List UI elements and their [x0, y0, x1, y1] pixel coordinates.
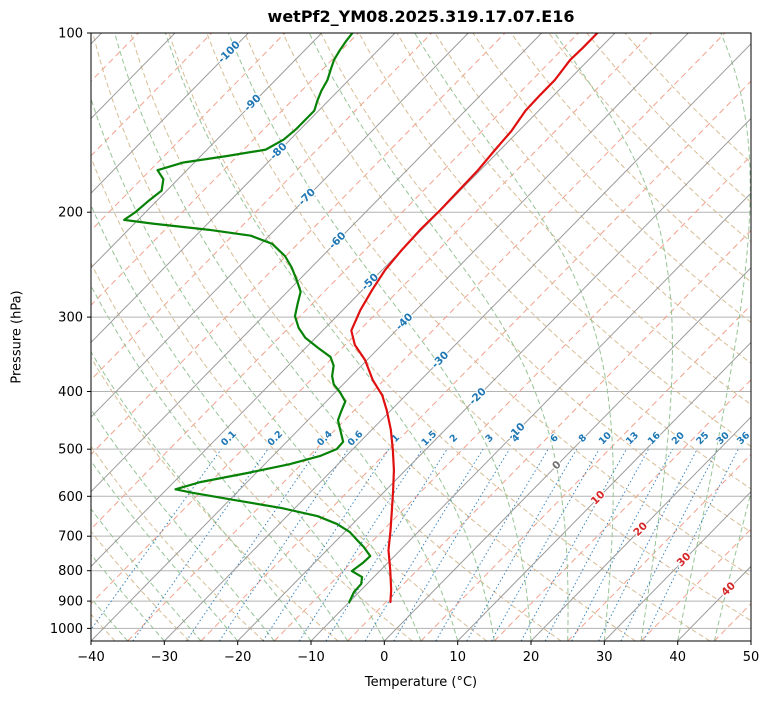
svg-text:0.1: 0.1: [219, 429, 239, 449]
chart-title: wetPf2_YM08.2025.319.17.07.E16: [267, 7, 575, 26]
temperature-curve: [350, 33, 599, 604]
y-axis-label: Pressure (hPa): [9, 290, 25, 384]
mixing-ratio-labels: 0.1 0.2 0.4 0.6 1 1.5 2 3 4 6 8 10 13 16 20 25 30 36: [218, 427, 752, 449]
mixing-ratio-lines: [91, 448, 739, 641]
svg-text:600: 600: [58, 490, 83, 505]
svg-text:20: 20: [523, 650, 540, 665]
svg-text:30: 30: [596, 650, 613, 665]
svg-text:25: 25: [694, 430, 711, 447]
svg-text:800: 800: [58, 564, 83, 579]
svg-text:−40: −40: [77, 650, 104, 665]
dewpoint-curve: [123, 33, 372, 604]
svg-text:100: 100: [58, 27, 83, 42]
svg-text:700: 700: [58, 530, 83, 545]
isotherm-lines: [91, 33, 751, 641]
svg-text:16: 16: [646, 430, 663, 447]
svg-text:500: 500: [58, 443, 83, 458]
svg-text:0.2: 0.2: [266, 429, 286, 449]
svg-text:400: 400: [58, 385, 83, 400]
axes: −40 −30 −20 −10 0 10 20 30 40 5010020030040050060…: [50, 27, 759, 666]
svg-text:−20: −20: [224, 650, 251, 665]
svg-text:1000: 1000: [50, 622, 83, 637]
svg-text:1.5: 1.5: [419, 429, 439, 449]
svg-text:−10: −10: [297, 650, 324, 665]
svg-text:0: 0: [380, 650, 388, 665]
svg-text:10: 10: [449, 650, 466, 665]
svg-text:300: 300: [58, 311, 83, 326]
svg-text:13: 13: [624, 430, 641, 447]
svg-text:6: 6: [548, 432, 561, 445]
svg-text:2: 2: [448, 432, 460, 444]
svg-text:−30: −30: [151, 650, 178, 665]
svg-text:200: 200: [58, 206, 83, 221]
moist-adiabat-lines: [91, 33, 751, 641]
svg-text:900: 900: [58, 595, 83, 610]
svg-text:36: 36: [735, 430, 752, 447]
x-axis-label: Temperature (°C): [364, 675, 478, 690]
svg-text:0.6: 0.6: [346, 428, 366, 448]
svg-text:0.4: 0.4: [315, 428, 335, 448]
svg-text:50: 50: [743, 650, 760, 665]
pressure-gridlines: [91, 33, 751, 629]
svg-text:40: 40: [669, 650, 686, 665]
isotherm-minor-lines: [91, 33, 751, 641]
